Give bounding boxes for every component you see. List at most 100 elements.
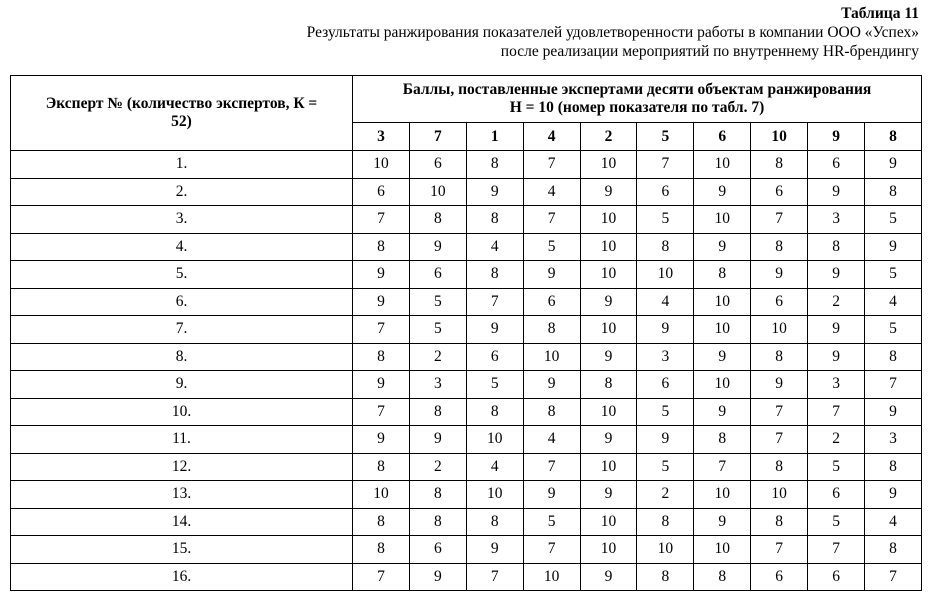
score-cell: 6 bbox=[408, 260, 467, 289]
score-cell: 4 bbox=[522, 177, 581, 206]
score-cell: 10 bbox=[579, 397, 638, 426]
score-cell: 7 bbox=[352, 205, 410, 234]
score-cell: 7 bbox=[636, 150, 695, 179]
score-cell: 9 bbox=[864, 397, 922, 426]
score-cell: 9 bbox=[807, 260, 866, 289]
indicator-column-header: 4 bbox=[522, 122, 581, 151]
indicator-column-header: 3 bbox=[352, 122, 410, 151]
expert-number-cell: 6. bbox=[10, 287, 353, 316]
score-cell: 8 bbox=[693, 562, 752, 591]
score-cell: 6 bbox=[750, 287, 809, 316]
score-cell: 8 bbox=[750, 232, 809, 261]
score-cell: 6 bbox=[636, 177, 695, 206]
table-title-line-1: Результаты ранжирования показателей удов… bbox=[306, 24, 919, 41]
score-cell: 5 bbox=[408, 287, 467, 316]
table-row: 9. 9 3 5 9 8 6 10 9 3 7 bbox=[10, 370, 922, 399]
score-cell: 6 bbox=[807, 150, 866, 179]
score-cell: 7 bbox=[750, 535, 809, 564]
score-cell: 7 bbox=[693, 452, 752, 481]
score-cell: 7 bbox=[352, 397, 410, 426]
score-cell: 9 bbox=[579, 562, 638, 591]
score-cell: 6 bbox=[465, 342, 524, 371]
expert-number-cell: 2. bbox=[10, 177, 353, 206]
score-cell: 9 bbox=[864, 480, 922, 509]
indicator-column-header: 2 bbox=[579, 122, 638, 151]
score-cell: 4 bbox=[864, 507, 922, 536]
expert-number-cell: 1. bbox=[10, 150, 353, 179]
table-row: 14. 8 8 8 5 10 8 9 8 5 4 bbox=[10, 507, 922, 536]
score-cell: 9 bbox=[693, 342, 752, 371]
score-cell: 6 bbox=[807, 562, 866, 591]
table-row: 13. 10 8 10 9 9 2 10 10 6 9 bbox=[10, 480, 922, 509]
table-row: 10. 7 8 8 8 10 5 9 7 7 9 bbox=[10, 397, 922, 426]
score-cell: 9 bbox=[465, 315, 524, 344]
table-row: 16. 7 9 7 10 9 8 8 6 6 7 bbox=[10, 562, 922, 591]
table-row: 2. 6 10 9 4 9 6 9 6 9 8 bbox=[10, 177, 922, 206]
score-cell: 8 bbox=[465, 205, 524, 234]
score-cell: 6 bbox=[807, 480, 866, 509]
score-cell: 9 bbox=[408, 562, 467, 591]
score-cell: 10 bbox=[750, 315, 809, 344]
expert-number-cell: 10. bbox=[10, 397, 353, 426]
score-cell: 10 bbox=[465, 480, 524, 509]
score-cell: 3 bbox=[807, 370, 866, 399]
score-cell: 4 bbox=[465, 452, 524, 481]
score-cell: 9 bbox=[636, 315, 695, 344]
expert-number-cell: 4. bbox=[10, 232, 353, 261]
score-cell: 10 bbox=[693, 287, 752, 316]
score-cell: 7 bbox=[465, 287, 524, 316]
score-cell: 9 bbox=[408, 425, 467, 454]
score-cell: 8 bbox=[352, 535, 410, 564]
score-cell: 7 bbox=[864, 370, 922, 399]
score-cell: 10 bbox=[579, 507, 638, 536]
score-cell: 5 bbox=[636, 452, 695, 481]
score-cell: 9 bbox=[864, 150, 922, 179]
score-cell: 5 bbox=[408, 315, 467, 344]
score-cell: 6 bbox=[750, 177, 809, 206]
score-cell: 10 bbox=[408, 177, 467, 206]
score-cell: 8 bbox=[465, 150, 524, 179]
score-cell: 8 bbox=[408, 507, 467, 536]
score-cell: 9 bbox=[522, 370, 581, 399]
score-cell: 8 bbox=[864, 535, 922, 564]
score-cell: 8 bbox=[750, 150, 809, 179]
score-cell: 9 bbox=[807, 177, 866, 206]
table-row: 8. 8 2 6 10 9 3 9 8 9 8 bbox=[10, 342, 922, 371]
score-cell: 8 bbox=[465, 507, 524, 536]
score-cell: 6 bbox=[352, 177, 410, 206]
score-cell: 3 bbox=[636, 342, 695, 371]
score-cell: 8 bbox=[465, 260, 524, 289]
table-row: 3. 7 8 8 7 10 5 10 7 3 5 bbox=[10, 205, 922, 234]
indicator-column-header: 6 bbox=[693, 122, 752, 151]
table-row: 12. 8 2 4 7 10 5 7 8 5 8 bbox=[10, 452, 922, 481]
score-cell: 7 bbox=[352, 315, 410, 344]
score-cell: 10 bbox=[750, 480, 809, 509]
score-cell: 9 bbox=[750, 260, 809, 289]
score-cell: 5 bbox=[807, 507, 866, 536]
score-cell: 2 bbox=[408, 452, 467, 481]
expert-number-cell: 13. bbox=[10, 480, 353, 509]
indicator-column-header: 9 bbox=[807, 122, 866, 151]
table-row: 4. 8 9 4 5 10 8 9 8 8 9 bbox=[10, 232, 922, 261]
indicator-column-header: 10 bbox=[750, 122, 809, 151]
score-cell: 7 bbox=[750, 205, 809, 234]
score-cell: 8 bbox=[693, 260, 752, 289]
score-cell: 8 bbox=[352, 342, 410, 371]
score-cell: 9 bbox=[693, 177, 752, 206]
score-cell: 4 bbox=[636, 287, 695, 316]
score-cell: 9 bbox=[352, 260, 410, 289]
score-cell: 8 bbox=[636, 507, 695, 536]
table-row: 6. 9 5 7 6 9 4 10 6 2 4 bbox=[10, 287, 922, 316]
score-cell: 9 bbox=[352, 425, 410, 454]
score-cell: 5 bbox=[864, 205, 922, 234]
score-cell: 7 bbox=[750, 425, 809, 454]
score-cell: 10 bbox=[693, 480, 752, 509]
expert-number-cell: 5. bbox=[10, 260, 353, 289]
score-cell: 7 bbox=[522, 452, 581, 481]
score-cell: 6 bbox=[636, 370, 695, 399]
table-row: 5. 9 6 8 9 10 10 8 9 9 5 bbox=[10, 260, 922, 289]
score-cell: 10 bbox=[465, 425, 524, 454]
score-cell: 8 bbox=[579, 370, 638, 399]
score-cell: 10 bbox=[579, 232, 638, 261]
score-cell: 9 bbox=[522, 480, 581, 509]
